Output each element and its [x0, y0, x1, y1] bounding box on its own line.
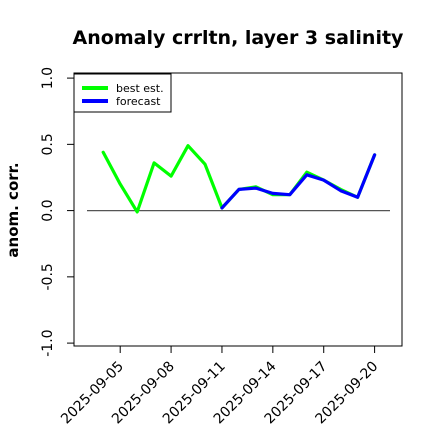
- y-tick-label: -0.5: [40, 263, 56, 290]
- chart-title: Anomaly crrltn, layer 3 salinity: [73, 27, 404, 49]
- y-tick-label: 0.5: [40, 133, 56, 155]
- y-axis-label: anom. corr.: [4, 162, 22, 257]
- series-line-best-est: [101, 144, 377, 214]
- legend-label-forecast: forecast: [116, 95, 161, 108]
- y-tick-label: -1.0: [40, 329, 56, 356]
- x-axis: 2025-09-052025-09-082025-09-112025-09-14…: [58, 345, 381, 427]
- series-line-forecast: [220, 153, 377, 210]
- legend: best est. forecast: [73, 73, 172, 113]
- y-axis: -1.0 -0.5 0.0 0.5 1.0: [40, 67, 75, 357]
- y-tick-label: 1.0: [40, 67, 56, 89]
- series-layer: [101, 144, 377, 214]
- legend-label-best-est: best est.: [116, 82, 164, 95]
- legend-box: [73, 73, 172, 113]
- plot-frame: [73, 72, 403, 347]
- y-tick-label: 0.0: [40, 199, 56, 221]
